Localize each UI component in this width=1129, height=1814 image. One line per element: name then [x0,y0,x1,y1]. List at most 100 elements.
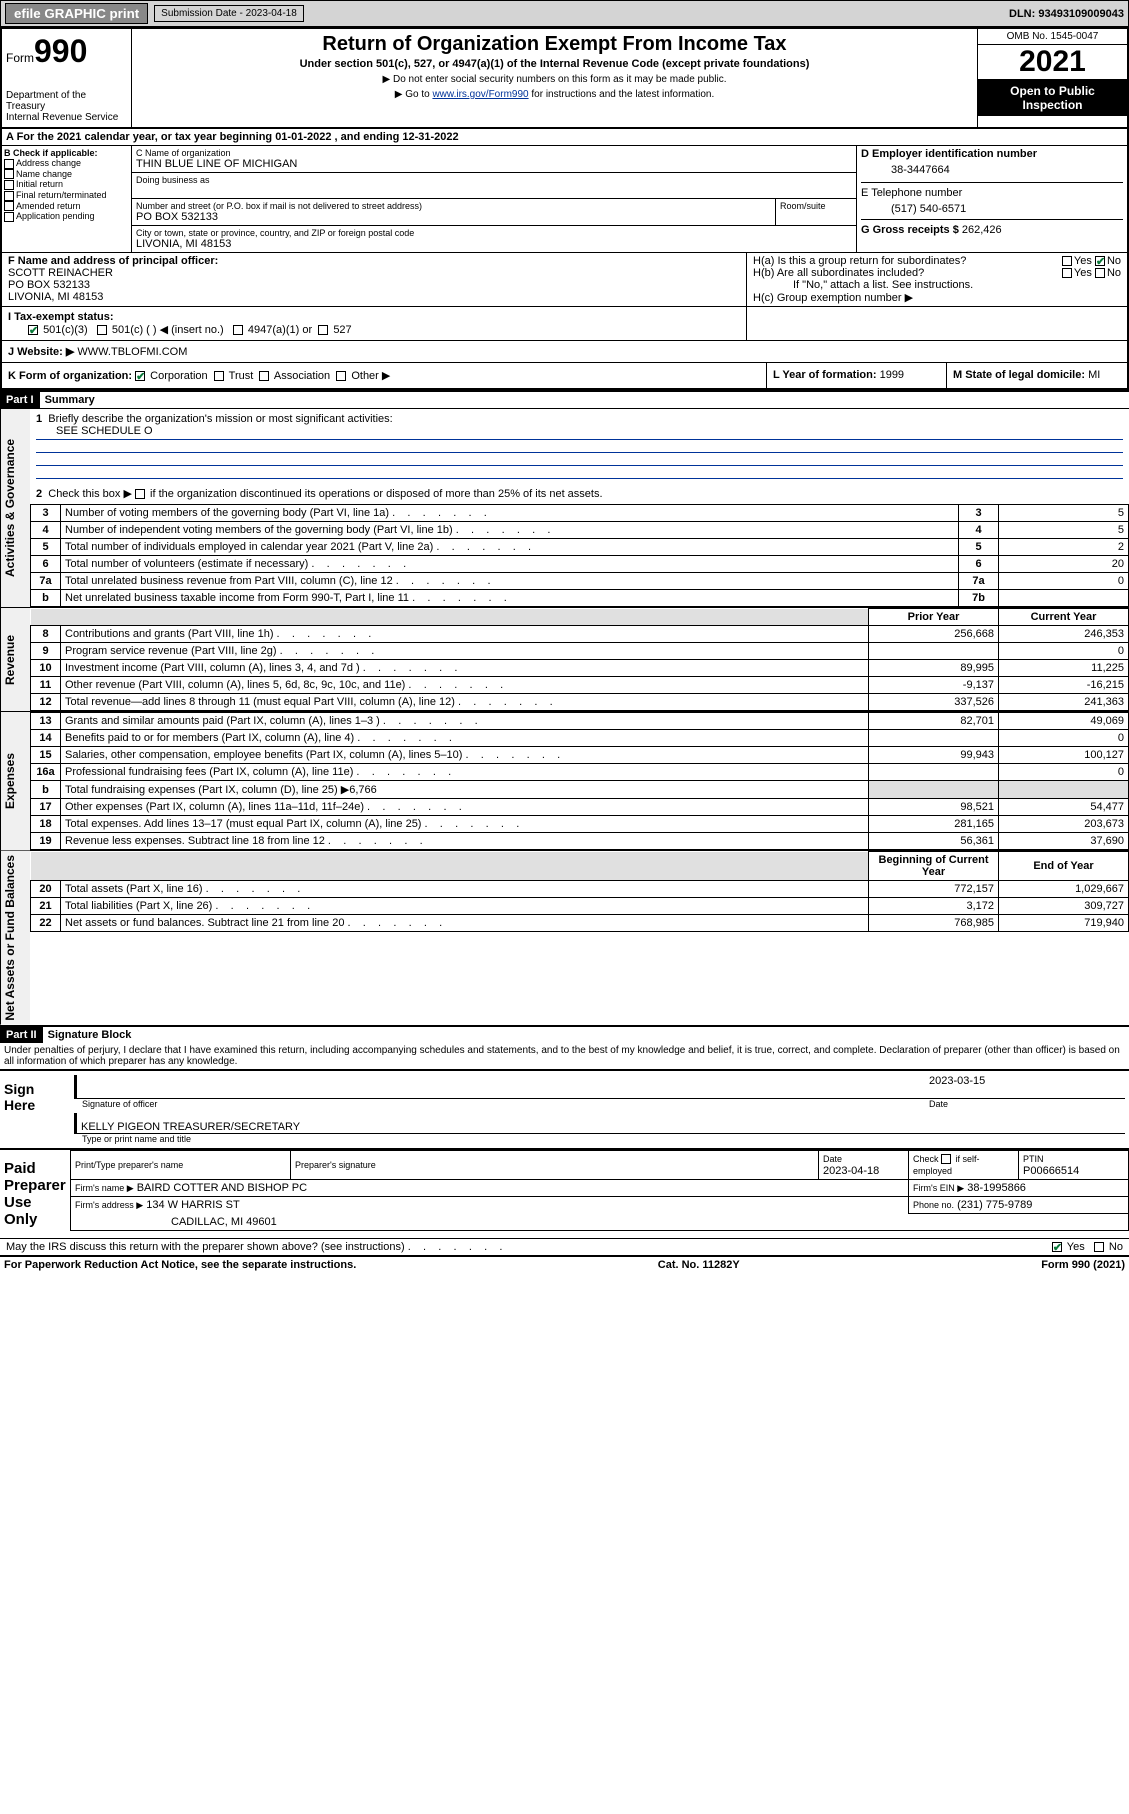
rev-table: Prior YearCurrent Year8Contributions and… [30,608,1129,711]
print-button[interactable]: efile GRAPHIC print [5,3,148,24]
cbx-trust[interactable] [214,371,224,381]
f-label: F Name and address of principal officer: [8,255,740,267]
cbx-other[interactable] [336,371,346,381]
form-subtitle: Under section 501(c), 527, or 4947(a)(1)… [140,58,969,70]
firm-addr2: CADILLAC, MI 49601 [171,1216,277,1228]
cbx-final[interactable] [4,191,14,201]
note2-pre: ▶ Go to [395,89,433,100]
note-link-row: ▶ Go to www.irs.gov/Form990 for instruct… [140,89,969,100]
cbx-self-employed[interactable] [941,1154,951,1164]
cbx-hb-yes[interactable] [1062,268,1072,278]
m-label: M State of legal domicile: [953,369,1085,381]
perjury-decl: Under penalties of perjury, I declare th… [0,1043,1129,1069]
cbx-line2[interactable] [135,489,145,499]
cbx-address-change[interactable] [4,159,14,169]
cbx-name-change[interactable] [4,169,14,179]
line1-label: Briefly describe the organization's miss… [48,413,392,425]
part1-title: Summary [43,392,97,408]
firm-addr-label: Firm's address ▶ [75,1200,143,1210]
state-domicile: MI [1088,369,1100,381]
k-label: K Form of organization: [8,370,132,382]
cbx-ha-no[interactable] [1095,256,1105,266]
toolbar: efile GRAPHIC print Submission Date - 20… [0,0,1129,27]
dln: DLN: 93493109009043 [1009,8,1124,20]
year-formation: 1999 [880,369,904,381]
l-label: L Year of formation: [773,369,877,381]
check-self: Check if self-employed [913,1154,980,1176]
g-label: G Gross receipts $ [861,224,959,236]
dba-label: Doing business as [136,175,852,185]
prep-date-label: Date [823,1154,842,1164]
prep-sig-label: Preparer's signature [295,1160,376,1170]
firm-addr1: 134 W HARRIS ST [146,1199,240,1211]
cbx-501c3[interactable] [28,325,38,335]
addr-label: Number and street (or P.O. box if mail i… [136,201,771,211]
form-prefix: Form [6,51,34,65]
opt-address-change: Address change [16,158,81,168]
cbx-4947[interactable] [233,325,243,335]
opt-4947: 4947(a)(1) or [248,324,312,336]
officer-addr1: PO BOX 532133 [8,279,740,291]
opt-initial: Initial return [16,179,63,189]
opt-amended: Amended return [16,201,81,211]
part1: Part I Summary Activities & Governance 1… [0,390,1129,1025]
line2-post: if the organization discontinued its ope… [147,488,603,500]
firm-ein: 38-1995866 [967,1182,1026,1194]
footer-left: For Paperwork Reduction Act Notice, see … [4,1259,356,1271]
c-name-label: C Name of organization [136,148,852,158]
form-header: Form990 Department of the Treasury Inter… [0,27,1129,129]
website: WWW.TBLOFMI.COM [77,346,187,358]
opt-assoc: Association [274,370,330,382]
exp-table: 13Grants and similar amounts paid (Part … [30,712,1129,850]
footer-right: Form 990 (2021) [1041,1259,1125,1271]
vert-expenses: Expenses [0,712,30,850]
discuss-question: May the IRS discuss this return with the… [6,1241,1052,1253]
submission-date: Submission Date - 2023-04-18 [154,5,304,22]
open-public-inspection: Open to Public Inspection [978,80,1127,116]
org-address: PO BOX 532133 [136,211,771,223]
part2-hdr: Part II [0,1027,43,1043]
form-title: Return of Organization Exempt From Incom… [140,33,969,56]
department: Department of the Treasury Internal Reve… [6,70,127,123]
cbx-ha-yes[interactable] [1062,256,1072,266]
cbx-corp[interactable] [135,371,145,381]
opt-other: Other ▶ [351,370,390,382]
sig-date: 2023-03-15 [929,1075,985,1087]
vert-governance: Activities & Governance [0,409,30,607]
line-a: A For the 2021 calendar year, or tax yea… [2,129,1127,146]
phone-label: Phone no. [913,1200,954,1210]
officer-name-label: Type or print name and title [74,1134,1125,1144]
i-label: I Tax-exempt status: [8,311,114,323]
officer-print-name: KELLY PIGEON TREASURER/SECRETARY [81,1121,300,1133]
hb-note: If "No," attach a list. See instructions… [753,279,1121,291]
opt-final: Final return/terminated [16,190,107,200]
cbx-hb-no[interactable] [1095,268,1105,278]
city-label: City or town, state or province, country… [136,228,852,238]
cbx-initial[interactable] [4,180,14,190]
opt-501c3: 501(c)(3) [43,324,88,336]
vert-net: Net Assets or Fund Balances [0,851,30,1025]
telephone: (517) 540-6571 [861,199,1123,215]
ptin: P00666514 [1023,1165,1079,1177]
paid-preparer: Paid Preparer Use Only [0,1150,70,1238]
opt-corp: Corporation [150,370,207,382]
cbx-501c[interactable] [97,325,107,335]
ein: 38-3447664 [861,160,1123,176]
tax-year-box: 2021 [978,45,1127,80]
cbx-app-pending[interactable] [4,212,14,222]
firm-phone: (231) 775-9789 [957,1199,1032,1211]
ptin-label: PTIN [1023,1154,1044,1164]
prep-name-label: Print/Type preparer's name [75,1160,183,1170]
irs-link[interactable]: www.irs.gov/Form990 [432,89,528,100]
cbx-discuss-yes[interactable] [1052,1242,1062,1252]
cbx-assoc[interactable] [259,371,269,381]
cbx-amended[interactable] [4,201,14,211]
col-b: B Check if applicable: Address change Na… [2,146,132,252]
part2-title: Signature Block [46,1027,134,1043]
part1-hdr: Part I [0,392,40,408]
cbx-527[interactable] [318,325,328,335]
room-label: Room/suite [780,201,852,211]
form-number: 990 [34,33,87,69]
cbx-discuss-no[interactable] [1094,1242,1104,1252]
hb-label: H(b) Are all subordinates included? [753,267,1062,279]
